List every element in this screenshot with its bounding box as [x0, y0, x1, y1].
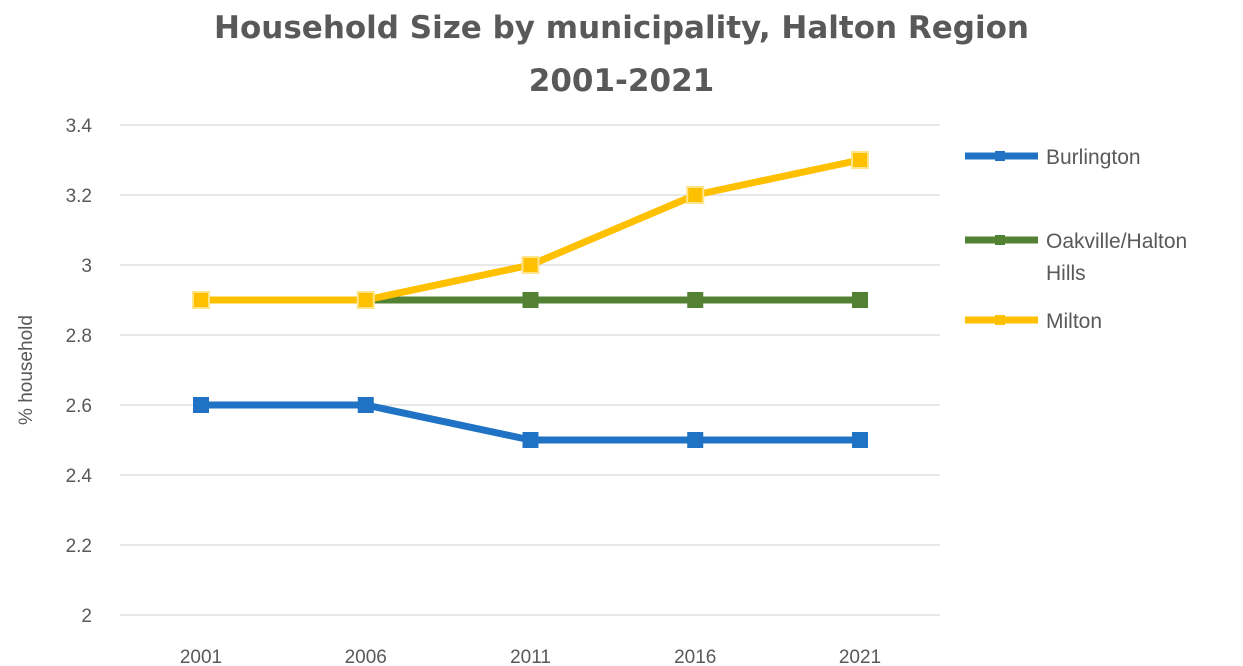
- data-point-marker: [522, 432, 539, 448]
- gridlines: [120, 124, 940, 616]
- x-tick-label: 2011: [510, 647, 551, 666]
- data-point-marker: [193, 397, 209, 413]
- y-tick-label: 3.2: [66, 186, 92, 207]
- series-lines: [192, 151, 869, 448]
- y-tick-label: 2.4: [66, 466, 93, 487]
- x-tick-label: 2006: [345, 647, 387, 666]
- y-tick-label: 2.8: [66, 326, 92, 347]
- legend-label: Oakville/Halton: [1046, 230, 1187, 253]
- data-point-marker: [851, 151, 869, 169]
- x-tick-label: 2001: [180, 647, 222, 666]
- chart-title-line-1: Household Size by municipality, Halton R…: [214, 10, 1029, 46]
- data-point-marker: [852, 432, 868, 448]
- x-tick-label: 2016: [674, 647, 716, 666]
- y-tick-label: 2.6: [66, 396, 92, 417]
- data-point-marker: [356, 291, 375, 309]
- y-tick-label: 2.2: [66, 536, 92, 557]
- data-point-marker: [192, 291, 210, 309]
- data-point-marker: [522, 292, 539, 308]
- y-axis-ticks: 2 2.2 2.4 2.6 2.8 3 3.2 3.4: [66, 116, 93, 627]
- y-tick-label: 3.4: [66, 116, 93, 137]
- legend-label: Burlington: [1046, 146, 1141, 169]
- legend: Burlington Oakville/Halton Hills Milton: [965, 146, 1187, 333]
- data-point-marker: [357, 397, 374, 413]
- data-point-marker: [521, 256, 540, 274]
- legend-swatch-marker: [995, 315, 1005, 325]
- data-point-marker: [687, 432, 704, 448]
- legend-swatch-marker: [995, 151, 1005, 161]
- legend-label: Hills: [1046, 262, 1086, 285]
- x-tick-label: 2021: [839, 647, 881, 666]
- y-tick-label: 3: [81, 256, 92, 277]
- legend-label: Milton: [1046, 310, 1102, 333]
- data-point-marker: [686, 186, 705, 204]
- data-point-marker: [687, 292, 704, 308]
- y-tick-label: 2: [81, 606, 92, 627]
- data-point-marker: [852, 292, 868, 308]
- series-line-milton: [197, 156, 864, 304]
- chart-title-line-2: 2001-2021: [528, 63, 715, 99]
- x-axis-ticks: 2001 2006 2011 2016 2021: [180, 647, 881, 666]
- y-axis-label: % household: [16, 315, 37, 425]
- legend-swatch-marker: [995, 235, 1005, 245]
